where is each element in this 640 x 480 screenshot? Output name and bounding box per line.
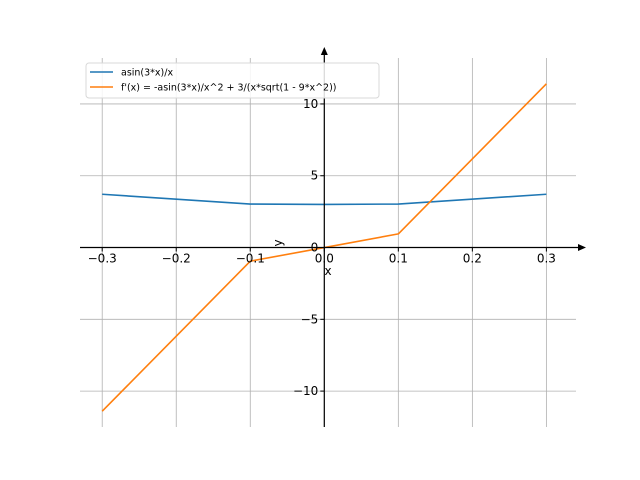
x-axis-arrow (578, 244, 586, 252)
axes (80, 47, 586, 427)
legend-label-1: asin(3*x)/x (121, 68, 173, 79)
x-axis-label: x (324, 264, 331, 278)
x-tick-label-3: 0.0 (315, 252, 334, 266)
y-tick-label-1: −5 (301, 312, 319, 326)
y-tick-label-4: 10 (303, 97, 318, 111)
grid (80, 58, 576, 427)
ticks: −0.3 −0.2 −0.1 0.0 0.1 0.2 0.3 −10 −5 0 5 10 (88, 97, 556, 398)
y-tick-label-3: 5 (311, 169, 319, 183)
x-tick-label-4: 0.1 (389, 252, 408, 266)
x-tick-label-5: 0.2 (463, 252, 482, 266)
x-tick-label-6: 0.3 (537, 252, 556, 266)
y-axis-label: y (271, 239, 285, 246)
x-tick-label-1: −0.2 (162, 252, 191, 266)
legend: asin(3*x)/x f'(x) = -asin(3*x)/x^2 + 3/(x… (85, 62, 380, 99)
y-tick-label-2: 0 (311, 241, 319, 255)
y-tick-label-0: −10 (293, 384, 318, 398)
legend-box (85, 62, 380, 99)
x-tick-label-2: −0.1 (236, 252, 265, 266)
x-tick-label-0: −0.3 (88, 252, 117, 266)
legend-label-2: f'(x) = -asin(3*x)/x^2 + 3/(x*sqrt(1 - 9… (121, 83, 337, 94)
y-axis-arrow (320, 47, 328, 55)
